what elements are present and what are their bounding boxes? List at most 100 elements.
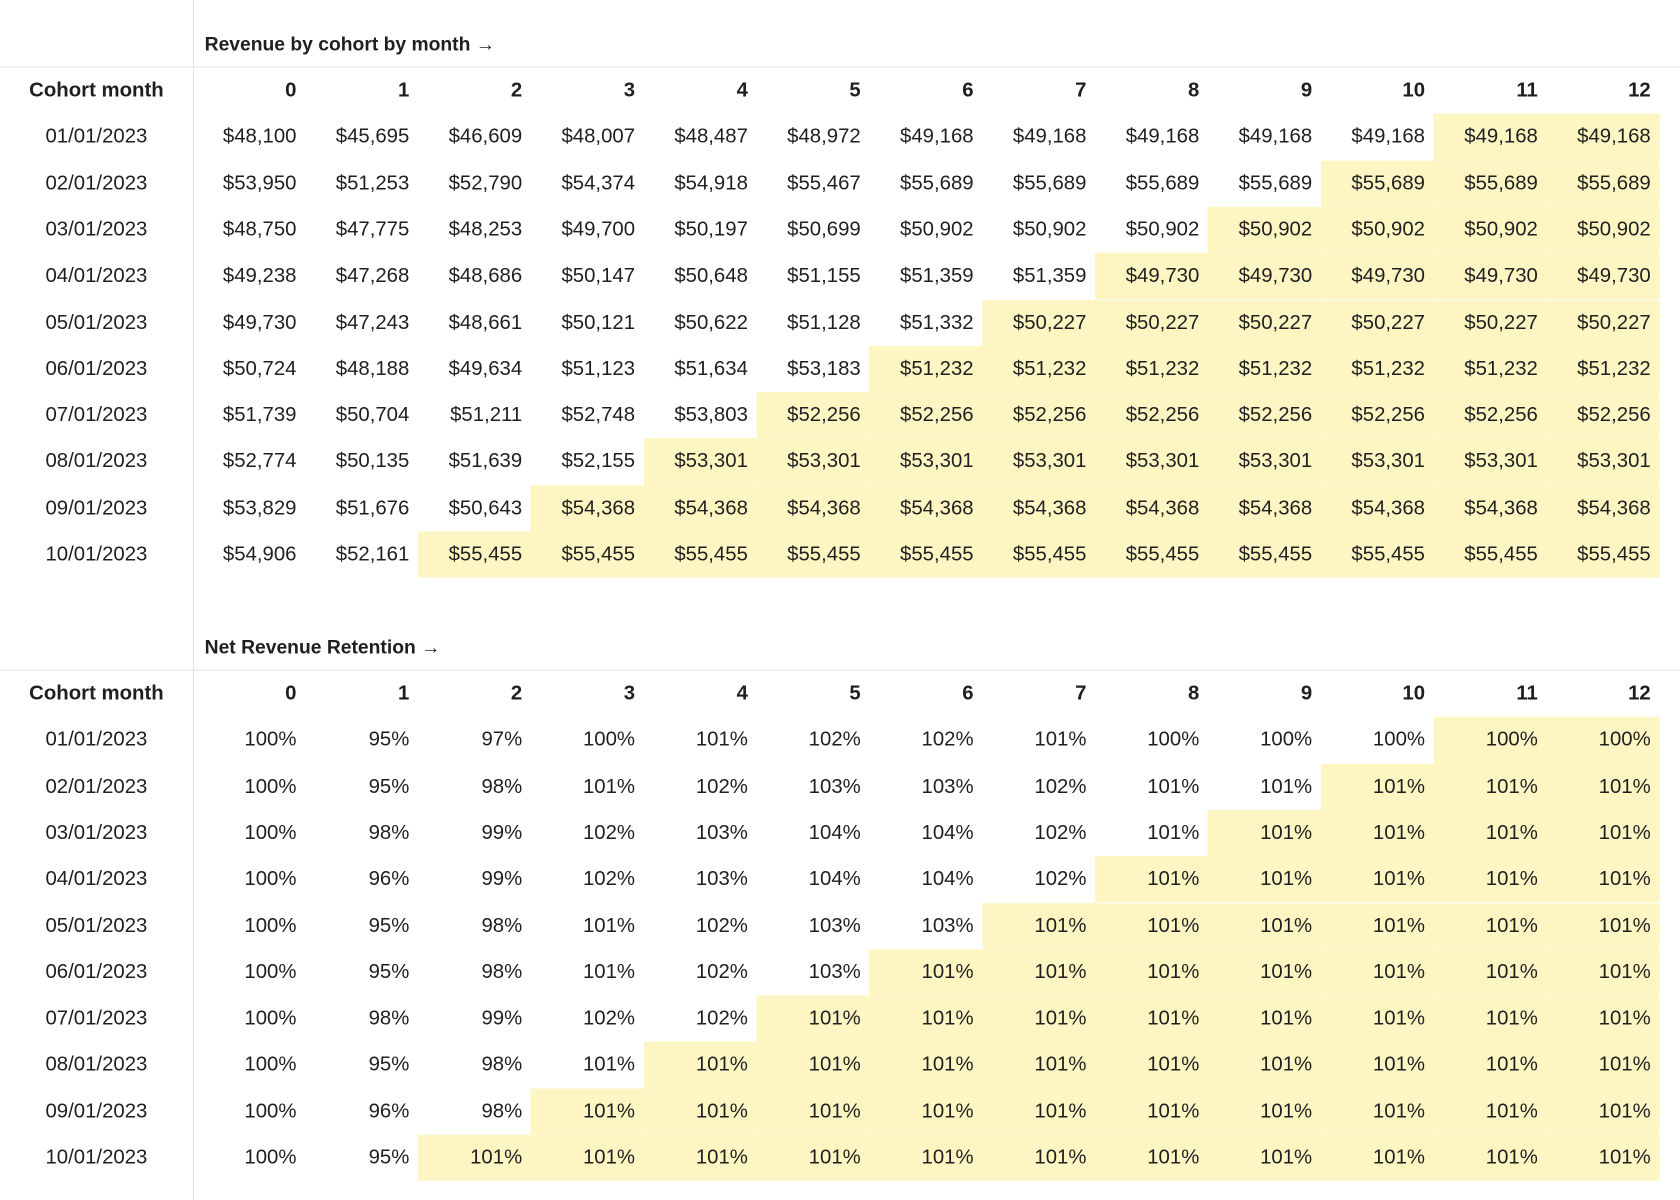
table-cell: 100% bbox=[1147, 728, 1200, 752]
table-cell: $50,121 bbox=[561, 311, 636, 334]
table-cell: 102% bbox=[695, 1007, 748, 1030]
projected-cell: $55,455 bbox=[643, 531, 757, 578]
cohort-label: 08/01/2023 bbox=[45, 1053, 148, 1077]
projected-cell: $49,730 bbox=[1546, 253, 1660, 300]
projected-cell: $55,455 bbox=[982, 531, 1096, 578]
table-cell: $45,695 bbox=[335, 125, 410, 149]
projected-cell: $55,455 bbox=[417, 531, 531, 578]
column-header: 8 bbox=[1187, 79, 1200, 102]
table-cell: 98% bbox=[481, 960, 523, 984]
cohort-label: 08/01/2023 bbox=[45, 450, 148, 473]
projected-cell: $55,689 bbox=[1546, 160, 1660, 207]
column-header: 6 bbox=[962, 682, 974, 706]
projected-cell: 101% bbox=[1546, 809, 1660, 857]
projected-cell: 101% bbox=[1207, 949, 1321, 996]
projected-cell: 101% bbox=[1095, 856, 1208, 903]
projected-cell: 101% bbox=[1320, 809, 1434, 857]
table-cell: $51,123 bbox=[561, 357, 636, 381]
projected-cell: $49,730 bbox=[1433, 253, 1547, 300]
table-cell: $50,147 bbox=[561, 264, 636, 288]
table-cell: 102% bbox=[921, 728, 974, 752]
table-cell: $51,253 bbox=[335, 172, 410, 195]
projected-cell: 101% bbox=[1207, 902, 1321, 950]
table-cell: $55,689 bbox=[1125, 172, 1200, 195]
projected-cell: $54,368 bbox=[982, 485, 1096, 532]
table-cell: $48,972 bbox=[787, 125, 861, 149]
cohort-label: 04/01/2023 bbox=[45, 868, 148, 891]
column-header: 4 bbox=[736, 682, 748, 706]
projected-cell: $50,227 bbox=[1320, 299, 1434, 346]
table-cell: 104% bbox=[808, 821, 861, 845]
separator bbox=[0, 66, 1680, 68]
projected-cell: $54,368 bbox=[643, 485, 757, 532]
table-cell: 96% bbox=[368, 1100, 410, 1123]
projected-cell: 101% bbox=[982, 1134, 1096, 1182]
projected-cell: $55,455 bbox=[1320, 531, 1434, 578]
projected-cell: $50,227 bbox=[982, 299, 1096, 346]
table-cell: $49,168 bbox=[900, 125, 974, 149]
projected-cell: 101% bbox=[869, 1041, 983, 1089]
table-cell: $52,748 bbox=[561, 404, 636, 427]
table-cell: 101% bbox=[1147, 821, 1200, 845]
table-cell: 100% bbox=[244, 1100, 297, 1123]
table-cell: 98% bbox=[481, 1053, 523, 1077]
table-cell: 102% bbox=[1034, 868, 1087, 891]
cohort-label: 03/01/2023 bbox=[45, 218, 148, 241]
projected-cell: 101% bbox=[756, 1088, 870, 1135]
table-cell: 101% bbox=[695, 728, 748, 752]
table-cell: 100% bbox=[1260, 728, 1313, 752]
projected-cell: $49,730 bbox=[1320, 253, 1434, 300]
projected-cell: $53,301 bbox=[1207, 438, 1321, 486]
table-cell: 103% bbox=[808, 960, 861, 984]
cohort-label: 09/01/2023 bbox=[45, 496, 148, 520]
table-cell: $50,704 bbox=[335, 404, 410, 427]
table-cell: $48,188 bbox=[335, 357, 410, 381]
table-cell: 99% bbox=[481, 868, 523, 891]
column-header: 8 bbox=[1187, 682, 1200, 706]
table-cell: 98% bbox=[368, 1007, 410, 1030]
projected-cell: 101% bbox=[869, 1134, 983, 1182]
projected-cell: $50,227 bbox=[1546, 299, 1660, 346]
projected-cell: $50,902 bbox=[1320, 206, 1434, 254]
table-cell: $46,609 bbox=[448, 125, 523, 149]
projected-cell: 101% bbox=[1095, 1041, 1208, 1089]
projected-cell: $55,455 bbox=[1546, 531, 1660, 578]
projected-cell: 101% bbox=[1320, 1088, 1434, 1135]
table-cell: 102% bbox=[1034, 821, 1087, 845]
projected-cell: $51,232 bbox=[982, 345, 1096, 393]
projected-cell: 101% bbox=[643, 1134, 757, 1182]
cohort-label: 03/01/2023 bbox=[45, 821, 148, 845]
cohort-label: 04/01/2023 bbox=[45, 264, 148, 288]
table-cell: 95% bbox=[368, 1146, 410, 1169]
cohort-label: 05/01/2023 bbox=[45, 914, 148, 937]
table-cell: $55,689 bbox=[1238, 172, 1313, 195]
projected-cell: 101% bbox=[1207, 995, 1321, 1042]
projected-cell: $54,368 bbox=[1320, 485, 1434, 532]
column-header: 10 bbox=[1402, 682, 1426, 706]
projected-cell: $54,368 bbox=[1207, 485, 1321, 532]
projected-cell: 101% bbox=[1207, 1041, 1321, 1089]
table-cell: $49,238 bbox=[222, 264, 297, 288]
table-cell: 100% bbox=[244, 1007, 297, 1030]
table-cell: 95% bbox=[368, 775, 410, 798]
cohort-label: 05/01/2023 bbox=[45, 311, 148, 334]
projected-cell: 101% bbox=[1207, 1088, 1321, 1135]
separator bbox=[0, 669, 1680, 671]
projected-cell: 101% bbox=[1546, 1134, 1660, 1182]
table-cell: 97% bbox=[481, 728, 523, 752]
table-cell: $51,634 bbox=[674, 357, 748, 381]
table-cell: 101% bbox=[1034, 728, 1087, 752]
table-cell: 95% bbox=[368, 728, 410, 752]
projected-cell: 101% bbox=[982, 1041, 1096, 1089]
cohort-label: 02/01/2023 bbox=[45, 172, 148, 195]
table-cell: $48,487 bbox=[674, 125, 748, 149]
table-cell: $48,253 bbox=[448, 218, 523, 241]
table-cell: 100% bbox=[1372, 728, 1426, 752]
projected-cell: $49,168 bbox=[1546, 113, 1660, 161]
column-header: 9 bbox=[1300, 682, 1313, 706]
projected-cell: $53,301 bbox=[1433, 438, 1547, 486]
table-cell: 101% bbox=[582, 914, 636, 937]
column-header: 9 bbox=[1300, 79, 1313, 102]
table-cell: 104% bbox=[808, 868, 861, 891]
